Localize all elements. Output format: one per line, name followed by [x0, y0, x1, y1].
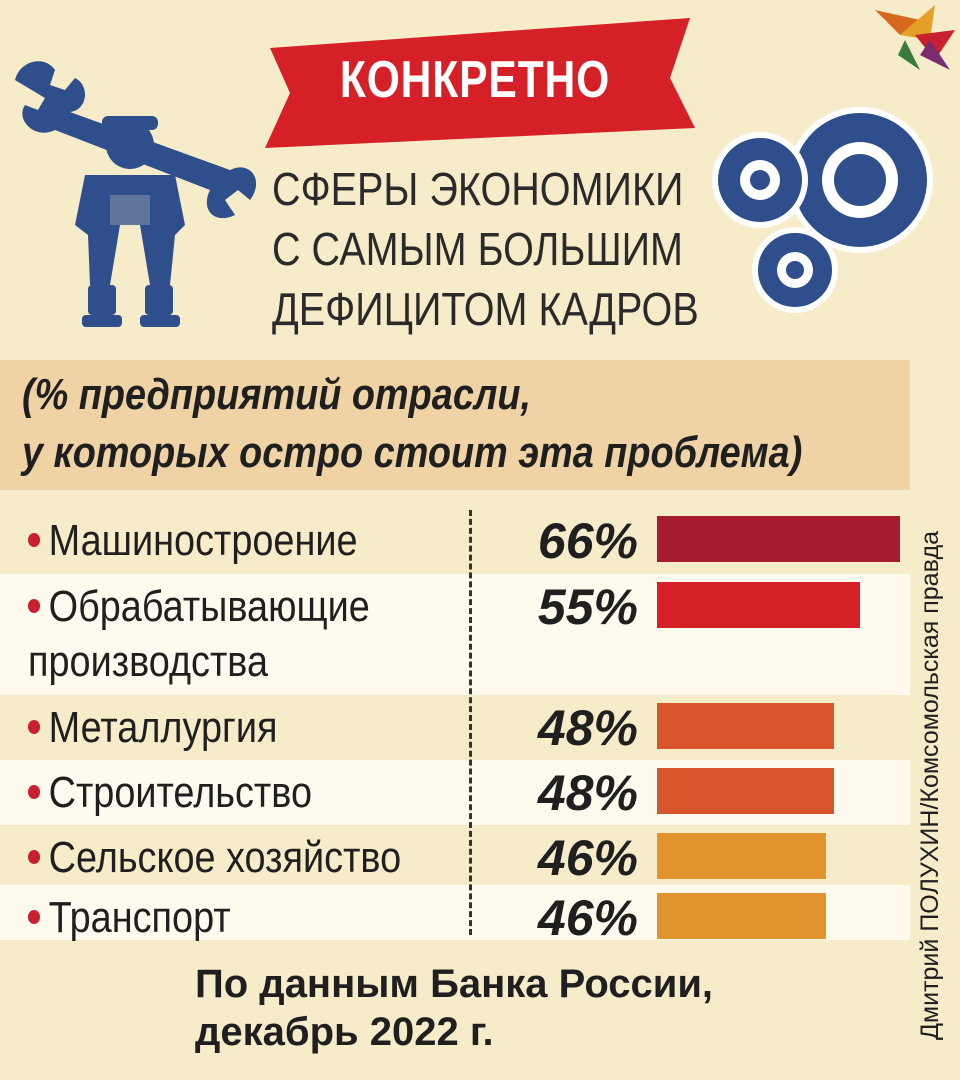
bar	[657, 768, 834, 814]
logo-bird-icon	[875, 5, 955, 70]
value-label: 55%	[537, 579, 638, 635]
bullet-dot-icon	[28, 910, 41, 925]
header-ribbon	[265, 18, 695, 148]
value-label: 48%	[537, 700, 638, 756]
title-line-2: С САМЫМ БОЛЬШИМ	[272, 223, 683, 275]
title-line-3: ДЕФИЦИТОМ КАДРОВ	[272, 283, 699, 335]
subtitle-line-2: у которых остро стоит эта проблема)	[22, 428, 803, 477]
column-divider	[469, 510, 472, 935]
category-label: Строительство	[28, 768, 312, 818]
source-line-2: декабрь 2022 г.	[195, 1010, 494, 1054]
category-label: производства	[28, 637, 269, 686]
value-label: 46%	[537, 830, 638, 886]
category-label: Обрабатывающие	[28, 582, 370, 632]
gears-icon	[712, 107, 933, 313]
title-line-1: СФЕРЫ ЭКОНОМИКИ	[272, 163, 684, 215]
category-label: Транспорт	[28, 893, 231, 943]
subtitle-band	[0, 360, 910, 490]
bullet-dot-icon	[28, 785, 41, 800]
bullet-dot-icon	[28, 599, 41, 614]
category-label: Металлургия	[28, 703, 277, 753]
bullet-dot-icon	[28, 533, 41, 548]
value-label: 66%	[537, 513, 638, 569]
worker-with-wrench-icon	[15, 61, 257, 327]
subtitle-line-1: (% предприятий отрасли,	[22, 370, 532, 419]
value-label: 48%	[537, 765, 638, 821]
photo-credit: Дмитрий ПОЛУХИН/Комсомольская правда	[916, 530, 944, 1040]
bar	[657, 833, 826, 879]
value-label: 46%	[537, 890, 638, 946]
category-label: Сельское хозяйство	[28, 833, 401, 883]
header-badge: КОНКРЕТНО	[339, 51, 611, 109]
source-line-1: По данным Банка России,	[195, 962, 714, 1006]
bar	[657, 703, 834, 749]
bullet-dot-icon	[28, 720, 41, 735]
bullet-dot-icon	[28, 850, 41, 865]
bar	[657, 582, 860, 628]
category-label: Машиностроение	[28, 516, 358, 566]
bar	[657, 893, 826, 939]
bar	[657, 516, 900, 562]
